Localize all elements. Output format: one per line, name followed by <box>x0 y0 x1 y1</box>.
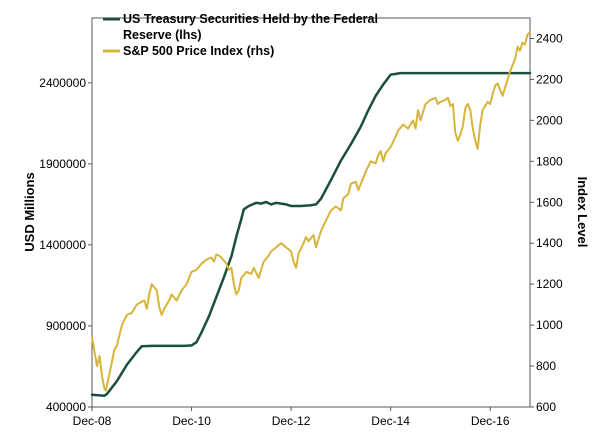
legend-label-treasury-line2: Reserve (lhs) <box>123 28 202 42</box>
legend-label-sp500: S&P 500 Price Index (rhs) <box>123 44 274 58</box>
right-tick-label: 2000 <box>536 113 563 127</box>
right-tick-label: 1800 <box>536 154 563 168</box>
x-tick-label: Dec-12 <box>272 414 311 428</box>
series-line-sp500 <box>91 31 531 392</box>
legend: US Treasury Securities Held by the Feder… <box>103 12 378 58</box>
left-tick-label: 400000 <box>46 400 86 414</box>
right-tick-label: 1200 <box>536 277 563 291</box>
left-y-axis: 400000 900000 1400000 1900000 2400000 <box>39 76 92 414</box>
right-tick-label: 1400 <box>536 236 563 250</box>
right-y-axis: 600 800 1000 1200 1400 1600 1800 2000 2200 2400 <box>530 31 563 414</box>
series-lines <box>90 31 532 397</box>
right-tick-label: 800 <box>536 359 556 373</box>
left-tick-label: 1400000 <box>39 238 86 252</box>
x-axis: Dec-08 Dec-10 Dec-12 Dec-14 Dec-16 <box>73 407 510 428</box>
plot-area <box>91 17 531 408</box>
right-tick-label: 1000 <box>536 318 563 332</box>
legend-label-treasury: US Treasury Securities Held by the Feder… <box>123 12 378 26</box>
x-tick-label: Dec-08 <box>73 414 112 428</box>
right-tick-label: 1600 <box>536 195 563 209</box>
left-axis-title: USD Millions <box>22 172 37 251</box>
right-tick-label: 2200 <box>536 72 563 86</box>
left-tick-label: 1900000 <box>39 157 86 171</box>
x-tick-label: Dec-14 <box>371 414 410 428</box>
left-tick-label: 2400000 <box>39 76 86 90</box>
right-tick-label: 2400 <box>536 31 563 45</box>
right-tick-label: 600 <box>536 400 556 414</box>
right-axis-title: Index Level <box>575 177 590 248</box>
x-tick-label: Dec-10 <box>172 414 211 428</box>
left-tick-label: 900000 <box>46 319 86 333</box>
series-line-treasury <box>90 71 532 397</box>
x-tick-label: Dec-16 <box>471 414 510 428</box>
